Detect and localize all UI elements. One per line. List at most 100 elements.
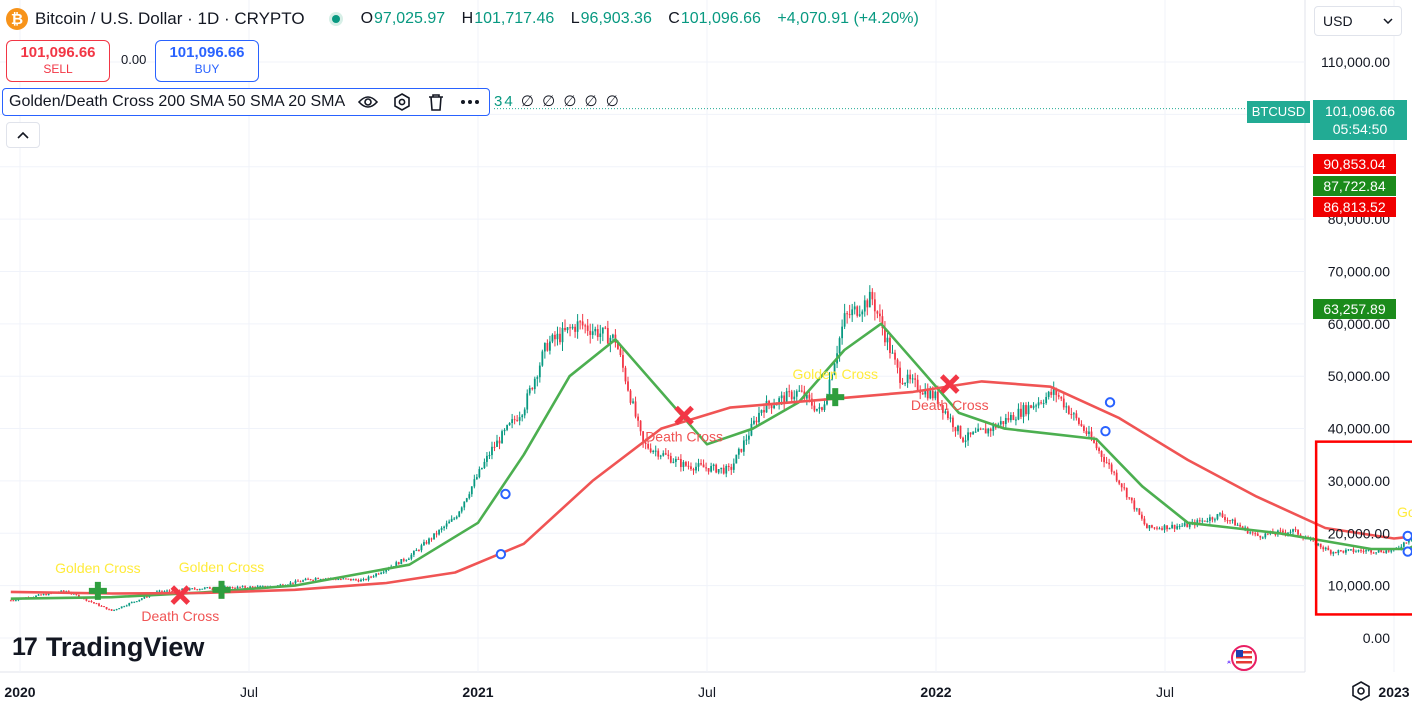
candle-body — [624, 367, 627, 382]
candle-body — [1234, 519, 1236, 526]
candle-body — [1332, 552, 1335, 554]
candle-body — [611, 334, 614, 338]
time-axis[interactable]: 2020Jul2021Jul2022Jul2023Jul2024Jul2025J… — [4, 684, 1412, 700]
marker-label: Death Cross — [141, 608, 219, 624]
candle-body — [259, 586, 262, 588]
candle-body — [947, 411, 949, 419]
candle-body — [609, 337, 612, 344]
candle-body — [375, 573, 377, 577]
candle-body — [984, 428, 987, 434]
candle-body — [261, 585, 264, 587]
us-flag-icon[interactable] — [1222, 644, 1260, 672]
candle-body — [1120, 483, 1123, 488]
death-cross-marker: Death Cross — [141, 585, 219, 624]
candle-body — [103, 606, 105, 608]
candle-body — [712, 464, 715, 467]
candle-body — [1188, 523, 1191, 528]
candle-body — [833, 363, 836, 375]
candle-body — [674, 458, 677, 462]
candle-body — [498, 440, 501, 444]
trash-icon[interactable] — [425, 91, 447, 113]
candle-body — [1274, 533, 1277, 535]
candle-body — [793, 396, 796, 400]
candle-body — [468, 494, 471, 499]
candle-body — [523, 409, 526, 416]
candle-body — [40, 594, 42, 596]
candle-body — [1113, 471, 1116, 473]
close-key: C — [668, 10, 680, 27]
candle-body — [1251, 532, 1254, 534]
candle-body — [1118, 480, 1121, 484]
indicator-name[interactable]: Golden/Death Cross 200 SMA 50 SMA 20 SMA — [9, 93, 346, 110]
candle-body — [584, 325, 587, 327]
candle-body — [1090, 431, 1093, 440]
candle-body — [586, 325, 589, 331]
y-tick-label: 10,000.00 — [1328, 578, 1390, 594]
candle-body — [1095, 442, 1098, 449]
candle-body — [790, 391, 793, 400]
candle-body — [1375, 552, 1378, 554]
candle-body — [289, 582, 292, 585]
candle-body — [1297, 529, 1299, 535]
candle-body — [234, 588, 236, 590]
candle-body — [866, 300, 869, 308]
candle-body — [196, 589, 199, 591]
marker-label: Golden Cross — [1397, 504, 1412, 520]
candle-body — [453, 518, 456, 520]
indicator-legend[interactable]: Golden/Death Cross 200 SMA 50 SMA 20 SMA — [2, 88, 490, 116]
candle-body — [939, 404, 942, 406]
candle-body — [964, 440, 967, 442]
candle-body — [906, 374, 909, 384]
price-axis[interactable]: 110,000.00100,000.0090,000.0080,000.0070… — [1320, 54, 1390, 646]
more-icon[interactable] — [459, 91, 481, 113]
symbol-title[interactable]: Bitcoin / U.S. Dollar · 1D · CRYPTO — [35, 9, 305, 28]
candle-body — [594, 329, 597, 332]
x-tick-label: Jul — [240, 684, 258, 700]
candle-body — [778, 398, 781, 404]
buy-button[interactable]: 101,096.66 BUY — [155, 40, 259, 82]
candle-body — [831, 374, 833, 380]
y-tick-label: 60,000.00 — [1328, 316, 1390, 332]
sma-fast-label: 87,722.84 — [1313, 176, 1396, 196]
candle-body — [1143, 518, 1146, 525]
tradingview-logo[interactable]: 17 TradingView — [12, 632, 204, 663]
candle-body — [1387, 550, 1390, 552]
collapse-legend-button[interactable] — [6, 122, 40, 148]
x-tick-label: 2022 — [920, 684, 951, 700]
sma-touch-circle — [1402, 530, 1412, 542]
candle-body — [722, 467, 725, 474]
candle-body — [559, 333, 561, 343]
candle-body — [506, 425, 508, 430]
candle-body — [480, 467, 483, 470]
low-key: L — [570, 10, 580, 27]
candle-body — [297, 580, 299, 582]
candle-body — [768, 400, 770, 405]
candle-body — [62, 590, 65, 592]
candle-body — [486, 455, 488, 462]
candle-body — [1365, 550, 1367, 552]
candle-body — [309, 579, 312, 581]
sell-button[interactable]: 101,096.66 SELL — [6, 40, 110, 82]
candle-body — [1405, 542, 1408, 544]
candle-body — [1072, 413, 1075, 415]
candle-body — [957, 425, 959, 432]
settings-icon[interactable] — [391, 91, 413, 113]
indicator-values: 34 ∅ ∅ ∅ ∅ ∅ — [494, 92, 621, 110]
eye-icon[interactable] — [357, 91, 379, 113]
currency-select[interactable]: USD — [1314, 6, 1402, 36]
candle-body — [755, 420, 758, 423]
candle-body — [992, 425, 995, 432]
candle-body — [319, 579, 322, 581]
candle-body — [1100, 451, 1103, 457]
candle-body — [1201, 520, 1204, 522]
candle-body — [1345, 549, 1347, 553]
candle-body — [1002, 421, 1005, 425]
candle-body — [702, 464, 705, 468]
y-tick-label: 70,000.00 — [1328, 263, 1390, 279]
candle-body — [133, 601, 136, 603]
cross-markers: Death Cross Golden Cross Golden Cross Death… — [55, 366, 1412, 624]
candle-body — [1214, 519, 1216, 521]
gear-icon[interactable] — [1350, 680, 1372, 702]
candle-body — [143, 596, 146, 599]
candle-body — [936, 391, 939, 405]
